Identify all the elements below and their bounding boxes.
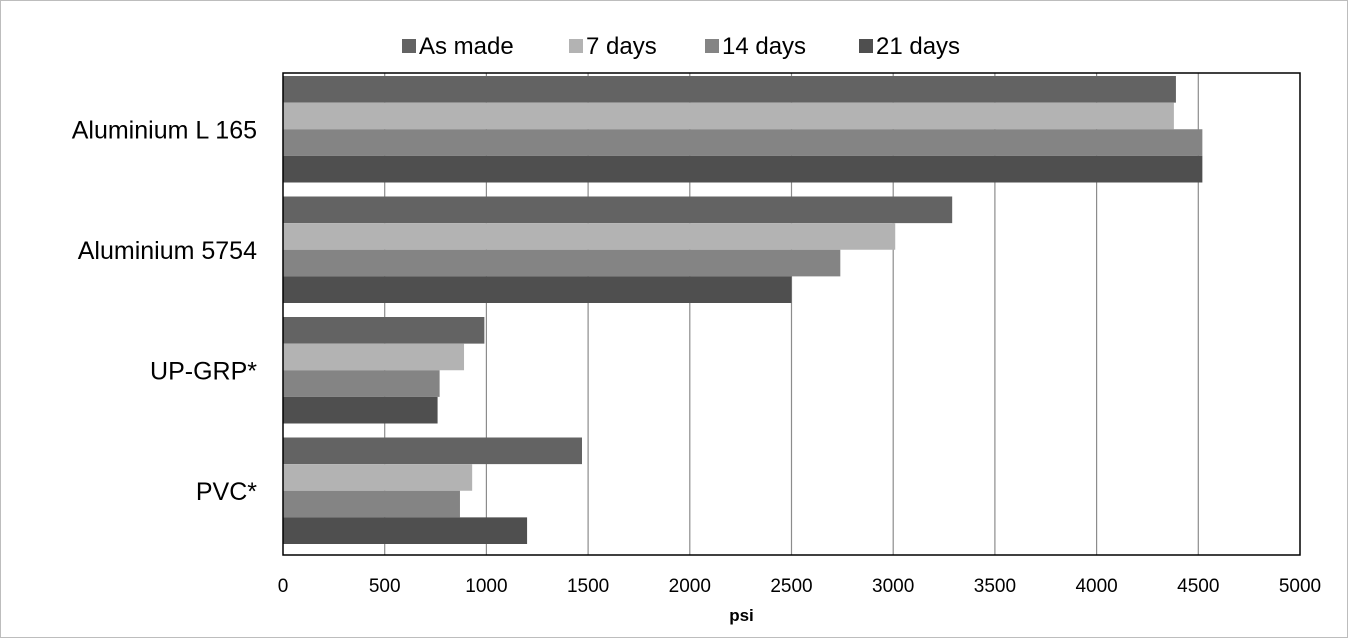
bar-aluminium-5754-14-days: [283, 249, 841, 277]
legend-swatch: [859, 39, 873, 53]
x-tick-label: 4000: [1075, 576, 1117, 597]
x-tick-label: 500: [369, 576, 401, 597]
bar-up-grp-7-days: [283, 343, 465, 371]
x-tick-label: 1000: [465, 576, 507, 597]
bar-aluminium-5754-7-days: [283, 223, 896, 250]
legend: As made 7 days 14 days 21 days: [402, 33, 960, 60]
legend-swatch: [402, 39, 416, 53]
legend-item: 7 days: [569, 33, 657, 60]
legend-item: 14 days: [705, 33, 806, 60]
x-tick-label: 4500: [1177, 576, 1219, 597]
bar-aluminium-l-165-14-days: [283, 129, 1203, 156]
bar-up-grp-as-made: [283, 317, 485, 344]
category-label: Aluminium 5754: [78, 237, 257, 265]
bar-aluminium-5754-as-made: [283, 196, 953, 224]
legend-label: 21 days: [876, 33, 960, 60]
legend-item: As made: [402, 33, 514, 60]
bar-up-grp-21-days: [283, 396, 438, 424]
legend-label: 7 days: [586, 33, 657, 60]
x-tick-label: 3500: [974, 576, 1016, 597]
legend-item: 21 days: [859, 33, 960, 60]
x-tick-label: 5000: [1279, 576, 1321, 597]
bar-up-grp-14-days: [283, 370, 440, 397]
bar-aluminium-l-165-7-days: [283, 102, 1174, 130]
legend-label: 14 days: [722, 33, 806, 60]
category-labels: Aluminium L 165 Aluminium 5754 UP-GRP* PVC*: [72, 116, 258, 506]
bar-pvc-as-made: [283, 437, 582, 465]
bar-pvc-7-days: [283, 464, 473, 491]
x-tick-label: 2500: [770, 576, 812, 597]
bar-aluminium-l-165-21-days: [283, 155, 1203, 183]
x-tick-label: 3000: [872, 576, 914, 597]
x-tick-labels: 0 500 1000 1500 2000 2500 3000 3500 4000 4500 5000: [278, 576, 1321, 597]
x-tick-label: 1500: [567, 576, 609, 597]
x-tick-label: 2000: [669, 576, 711, 597]
bars: [283, 76, 1203, 544]
category-label: Aluminium L 165: [72, 116, 257, 144]
category-label: UP-GRP*: [150, 357, 257, 385]
bar-pvc-14-days: [283, 490, 460, 518]
bar-aluminium-5754-21-days: [283, 276, 792, 303]
legend-swatch: [569, 39, 583, 53]
category-label: PVC*: [196, 478, 257, 506]
x-tick-label: 0: [278, 576, 289, 597]
legend-swatch: [705, 39, 719, 53]
plot-area-border: [282, 72, 1301, 556]
bar-pvc-21-days: [283, 517, 528, 544]
bar-aluminium-l-165-as-made: [283, 76, 1176, 103]
legend-label: As made: [419, 33, 514, 60]
x-axis-title: psi: [729, 606, 754, 625]
